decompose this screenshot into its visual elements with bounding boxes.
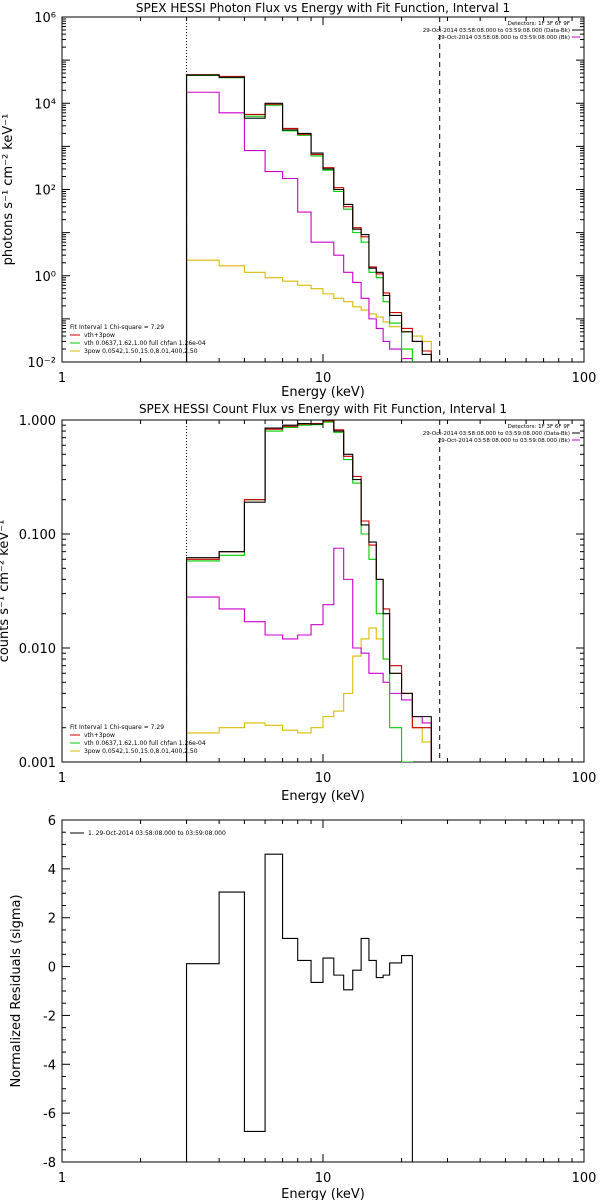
x-tick-label: 10 [315, 1171, 332, 1186]
chart-title: SPEX HESSI Photon Flux vs Energy with Fi… [136, 1, 510, 15]
x-tick-label: 100 [572, 1171, 597, 1186]
y-tick-label: 0.100 [19, 528, 56, 543]
series-line-5 [185, 259, 432, 362]
series-line-2 [185, 74, 432, 362]
plot-frame [61, 819, 585, 1163]
annotation-text: 29-Oct-2014 03:58:08.000 to 03:59:08.000… [423, 28, 570, 34]
series-line-1 [185, 420, 432, 762]
chart-panel-3: Energy (keV) Normalized Residuals (sigma)… [9, 814, 596, 1200]
legend-entry: vth 0.0637,1.62,1.00 full chfan 1.26e-04 [84, 740, 206, 747]
legend-entry: Fit Interval 1 Chi-square = 7.29 [70, 324, 164, 331]
x-tick-label: 1 [58, 771, 66, 786]
series-line-5 [185, 627, 432, 762]
x-tick-label: 1 [58, 1171, 66, 1186]
y-tick-label: -6 [43, 1107, 56, 1122]
legend-entry: 3pow 0.0542,1.50,15.0,8.01,400,2.50 [84, 748, 198, 755]
y-axis-label: photons s⁻¹ cm⁻² keV⁻¹ [1, 114, 16, 266]
y-tick-label: 0.010 [19, 642, 56, 657]
y-tick-label: 2 [48, 912, 56, 927]
series-group [185, 853, 413, 1162]
annotation-text: 29-Oct-2014 03:58:08.000 to 03:59:08.000… [438, 438, 570, 444]
series-group [185, 74, 432, 362]
chart-panel-1: SPEX HESSI Photon Flux vs Energy with Fi… [1, 1, 596, 400]
series-group [185, 420, 432, 762]
series-line-1 [185, 74, 432, 362]
series-line-4 [185, 547, 432, 762]
y-axis-label: counts s⁻¹ cm⁻² keV⁻¹ [0, 520, 12, 663]
annotation-text: 29-Oct-2014 03:58:08.000 to 03:59:08.000… [438, 35, 570, 41]
y-tick-label: 6 [48, 814, 56, 829]
y-tick-label: 1.000 [19, 414, 56, 429]
x-axis-label: Energy (keV) [281, 385, 365, 400]
chart-panel-2: SPEX HESSI Count Flux vs Energy with Fit… [0, 402, 596, 804]
legend-entry: 3pow 0.0542,1.50,15.0,8.01,400,2.50 [84, 348, 198, 355]
y-tick-label: -4 [43, 1058, 56, 1073]
x-axis-label: Energy (keV) [281, 789, 365, 804]
series-line-1 [185, 853, 413, 1162]
legend-entry: vth+3pow [84, 332, 115, 339]
plot-frame [61, 419, 585, 763]
y-tick-label: 10⁻² [27, 356, 56, 371]
y-tick-label: 10⁶ [34, 11, 56, 26]
y-tick-label: 4 [48, 863, 56, 878]
chart-title: SPEX HESSI Count Flux vs Energy with Fit… [139, 402, 507, 416]
x-axis-label: Energy (keV) [281, 1187, 365, 1200]
y-tick-label: 10⁰ [34, 270, 56, 285]
annotation-text: Detectors: 1F 3F 6F 9F [508, 424, 570, 430]
x-tick-label: 10 [315, 371, 332, 386]
y-axis-label: Normalized Residuals (sigma) [9, 894, 24, 1087]
legend-entry: vth+3pow [84, 732, 115, 739]
legend-entry: Fit Interval 1 Chi-square = 7.29 [70, 724, 164, 731]
annotation-text: 29-Oct-2014 03:58:08.000 to 03:59:08.000… [423, 431, 570, 437]
y-tick-label: -2 [43, 1009, 56, 1024]
y-tick-label: 0.001 [19, 756, 56, 771]
x-tick-label: 10 [315, 771, 332, 786]
series-line-3 [185, 74, 413, 362]
annotation-text: Detectors: 1F 3F 6F 9F [508, 21, 570, 27]
legend-entry: vth 0.0637,1.62,1.00 full chfan 1.26e-04 [84, 340, 206, 347]
x-tick-label: 100 [572, 371, 597, 386]
series-line-4 [185, 91, 413, 362]
legend-entry: 1. 29-Oct-2014 03:58:08.000 to 03:59:08.… [88, 830, 226, 837]
y-tick-label: 0 [48, 961, 56, 976]
plot-frame [61, 16, 585, 363]
y-tick-label: 10² [34, 184, 56, 199]
y-tick-label: 10⁴ [34, 97, 56, 112]
x-tick-label: 100 [572, 771, 597, 786]
x-tick-label: 1 [58, 371, 66, 386]
y-tick-label: -8 [43, 1156, 56, 1171]
